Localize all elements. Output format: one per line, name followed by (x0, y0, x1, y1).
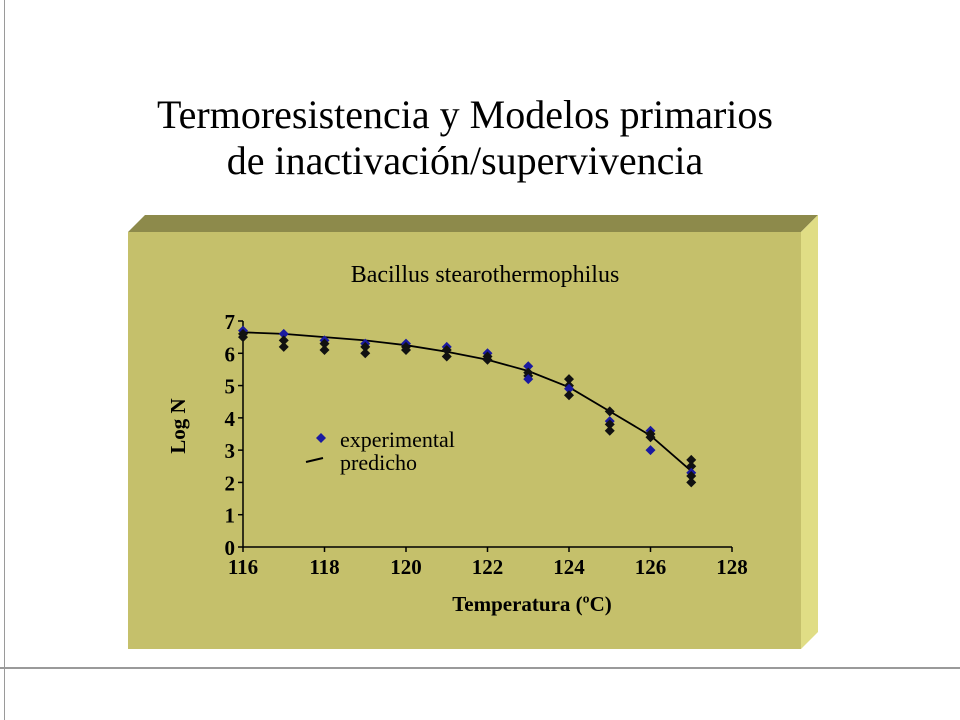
experimental-point (360, 341, 371, 352)
legend-predicho-marker (305, 457, 324, 463)
legend-experimental-marker (316, 433, 326, 443)
legend-experimental-label: experimental (340, 427, 455, 452)
panel-side-bevel (801, 215, 818, 649)
slide-title-line-1: Termoresistencia y Modelos primarios (157, 92, 773, 137)
experimental-point (278, 335, 289, 346)
experimental-point (686, 477, 697, 488)
x-tick-label: 122 (472, 555, 504, 579)
y-tick-label: 3 (225, 439, 236, 463)
experimental-point (604, 425, 615, 436)
bottom-divider (0, 667, 960, 669)
chart-axes: 0 1 2 3 4 5 6 7 116 118 120 122 124 126 128 (225, 310, 748, 579)
experimental-point (645, 432, 656, 443)
experimental-point (238, 332, 248, 343)
experimental-point (523, 361, 534, 372)
experimental-point (564, 374, 574, 385)
slide-title-line-2: de inactivación/supervivencia (226, 138, 704, 183)
experimental-point (604, 419, 615, 430)
experimental-point (401, 345, 411, 356)
prediction-series (242, 331, 692, 472)
x-tick-label: 126 (635, 555, 667, 579)
experimental-point (278, 341, 289, 352)
y-tick-label: 5 (225, 375, 236, 399)
legend: experimental predicho (305, 427, 455, 475)
experimental-point (278, 328, 289, 339)
experimental-point (360, 348, 371, 359)
y-tick-label: 0 (225, 536, 236, 560)
experimental-point (319, 345, 330, 356)
experimental-point (564, 383, 574, 394)
experimental-point (686, 470, 697, 481)
experimental-point (686, 461, 697, 472)
y-tick-label: 1 (225, 504, 236, 528)
chart-title: Bacillus stearothermophilus (351, 262, 620, 288)
experimental-point (686, 454, 697, 465)
experimental-point (319, 338, 330, 349)
experimental-point (564, 390, 574, 401)
experimental-point (604, 406, 615, 417)
x-tick-label: 124 (553, 555, 585, 579)
x-tick-label: 128 (716, 555, 748, 579)
x-tick-label: 118 (309, 555, 339, 579)
x-tick-label: 120 (390, 555, 422, 579)
y-tick-label: 7 (225, 310, 236, 334)
experimental-point (441, 351, 452, 362)
x-tick-label: 116 (228, 555, 258, 579)
y-tick-label: 2 (225, 471, 236, 495)
y-axis-label: Log N (166, 398, 190, 453)
experimental-point (441, 345, 452, 356)
legend-predicho-label: predicho (340, 450, 417, 475)
experimental-series (238, 325, 697, 488)
panel-top-bevel (128, 215, 818, 232)
experimental-point (523, 374, 534, 385)
predicho-line (242, 331, 692, 472)
panel-face (128, 232, 801, 649)
experimental-point (645, 445, 656, 456)
y-tick-label: 6 (225, 342, 236, 366)
slide-title: Termoresistencia y Modelos primarios de … (0, 92, 930, 184)
x-axis-label: Temperatura (ºC) (452, 592, 612, 616)
y-tick-label: 4 (225, 407, 236, 431)
left-border (4, 0, 5, 720)
experimental-point (482, 354, 493, 365)
